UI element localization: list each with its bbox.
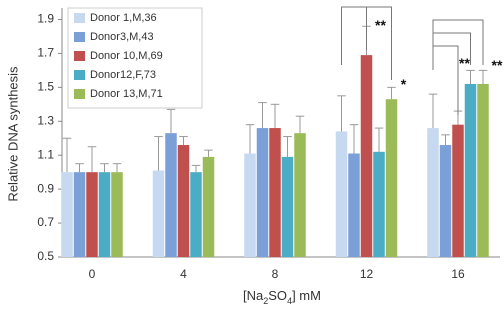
y-tick-label: 1.3 <box>37 113 54 127</box>
significance-label: ** <box>375 17 386 33</box>
legend-label: Donor3,M,43 <box>90 31 154 43</box>
x-tick-label: 16 <box>451 267 465 281</box>
bar <box>98 172 111 257</box>
bar <box>165 133 177 257</box>
y-tick-label: 1.1 <box>37 147 54 161</box>
legend-swatch <box>74 89 85 99</box>
x-axis-label-part: 4 <box>287 296 292 306</box>
bar <box>427 128 439 257</box>
bar <box>281 156 294 257</box>
bar <box>373 151 385 257</box>
y-tick-label: 0.5 <box>37 249 54 263</box>
bar <box>256 128 269 257</box>
bar <box>111 172 123 257</box>
legend-box <box>67 7 203 109</box>
legend-label: Donor 13,M,71 <box>90 88 163 100</box>
bar <box>464 83 477 257</box>
significance-label: * <box>401 76 407 92</box>
bar <box>61 172 73 257</box>
bar <box>294 133 306 257</box>
legend-label: Donor 10,M,69 <box>90 50 163 62</box>
significance-label: ** <box>459 55 470 71</box>
legend-label: Donor12,F,73 <box>90 69 156 81</box>
bracket <box>341 6 392 80</box>
bar <box>439 145 452 257</box>
y-tick-label: 1.5 <box>37 80 54 94</box>
legend-swatch <box>74 32 85 42</box>
bar <box>86 172 98 257</box>
x-tick-label: 4 <box>180 267 187 281</box>
bar <box>452 124 464 257</box>
legend-swatch <box>74 51 85 61</box>
bar <box>152 170 165 257</box>
legend-swatch <box>74 70 85 80</box>
legend-swatch <box>74 13 85 23</box>
bracket <box>432 45 459 115</box>
bar <box>202 156 215 257</box>
y-tick-label: 1.7 <box>37 46 54 60</box>
y-tick-label: 0.7 <box>37 215 54 229</box>
x-tick-label: 8 <box>272 267 279 281</box>
bar <box>73 172 86 257</box>
bar <box>348 153 360 257</box>
y-tick-label: 0.9 <box>37 181 54 195</box>
bar <box>360 55 373 257</box>
bar <box>190 172 202 257</box>
bar <box>477 83 489 257</box>
bar <box>244 153 256 257</box>
bar <box>335 131 348 257</box>
x-axis-label-part: [Na <box>243 288 264 303</box>
y-axis-label: Relative DNA synthesis <box>5 66 20 202</box>
x-axis-label-part: SO <box>268 288 287 303</box>
x-axis-label: [Na2SO4] mM <box>243 288 321 306</box>
x-axis-label-part: ] mM <box>292 288 321 303</box>
bar <box>177 145 190 257</box>
x-axis-label-part: 2 <box>263 296 268 306</box>
significance-label: ** <box>492 57 503 73</box>
legend-label: Donor 1,M,36 <box>90 12 157 24</box>
bar <box>385 99 398 257</box>
bar <box>269 128 281 257</box>
x-tick-label: 0 <box>89 267 96 281</box>
x-tick-label: 12 <box>360 267 374 281</box>
y-tick-label: 1.9 <box>37 12 54 26</box>
